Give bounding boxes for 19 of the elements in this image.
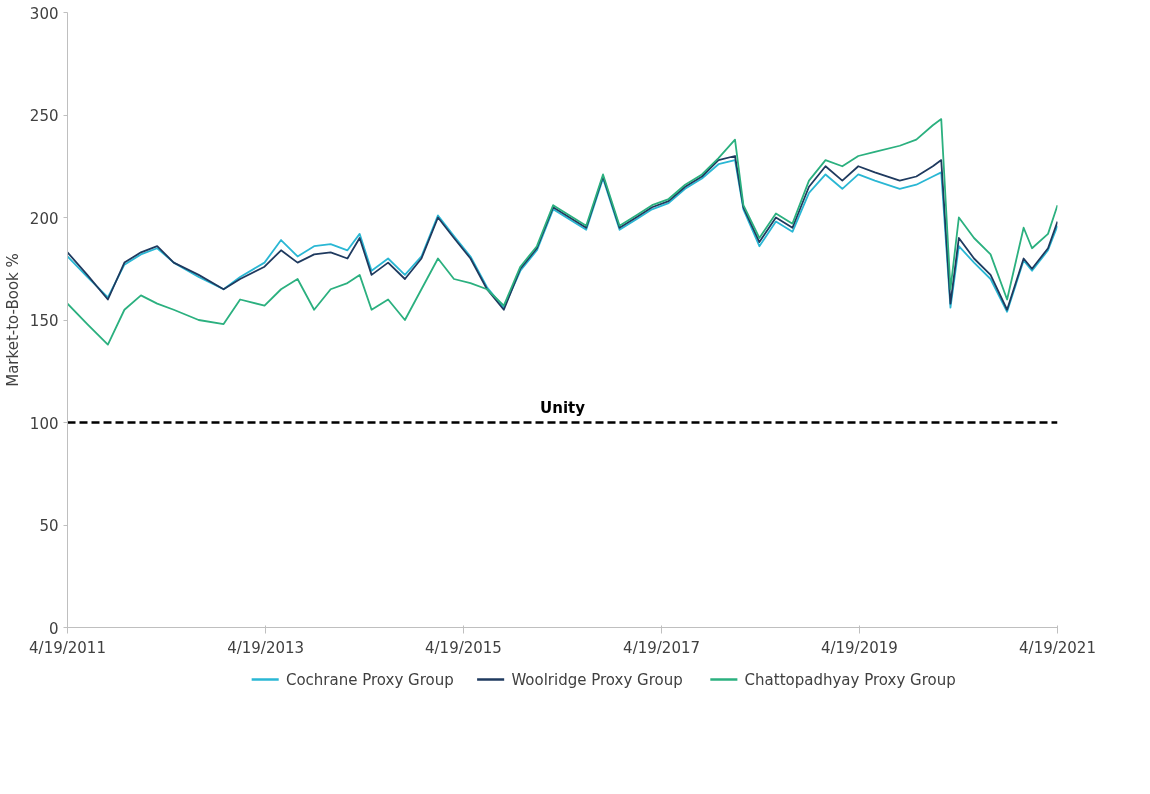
y-tick-label: 50 [39, 517, 59, 535]
x-tick-label: 4/19/2011 [29, 638, 106, 657]
y-tick-label: 300 [29, 4, 59, 23]
ref-line-label: Unity [540, 398, 586, 417]
x-tick-label: 4/19/2019 [820, 638, 898, 657]
legend-label: Cochrane Proxy Group [285, 670, 454, 689]
legend-label: Chattopadhyay Proxy Group [744, 670, 956, 689]
x-tick-label: 4/19/2017 [623, 638, 701, 657]
y-tick-label: 200 [29, 209, 59, 228]
legend-label: Woolridge Proxy Group [511, 670, 683, 689]
x-tick-label: 4/19/2013 [227, 638, 305, 657]
y-axis-title: Market-to-Book % [3, 253, 22, 387]
y-tick-label: 150 [29, 312, 59, 330]
line-series [67, 118, 1058, 346]
y-tick-label: 100 [29, 414, 59, 433]
y-tick-label: 0 [48, 619, 59, 638]
y-tick-label: 250 [29, 107, 59, 125]
x-tick-label: 4/19/2015 [424, 638, 502, 657]
x-tick-label: 4/19/2021 [1019, 638, 1096, 657]
